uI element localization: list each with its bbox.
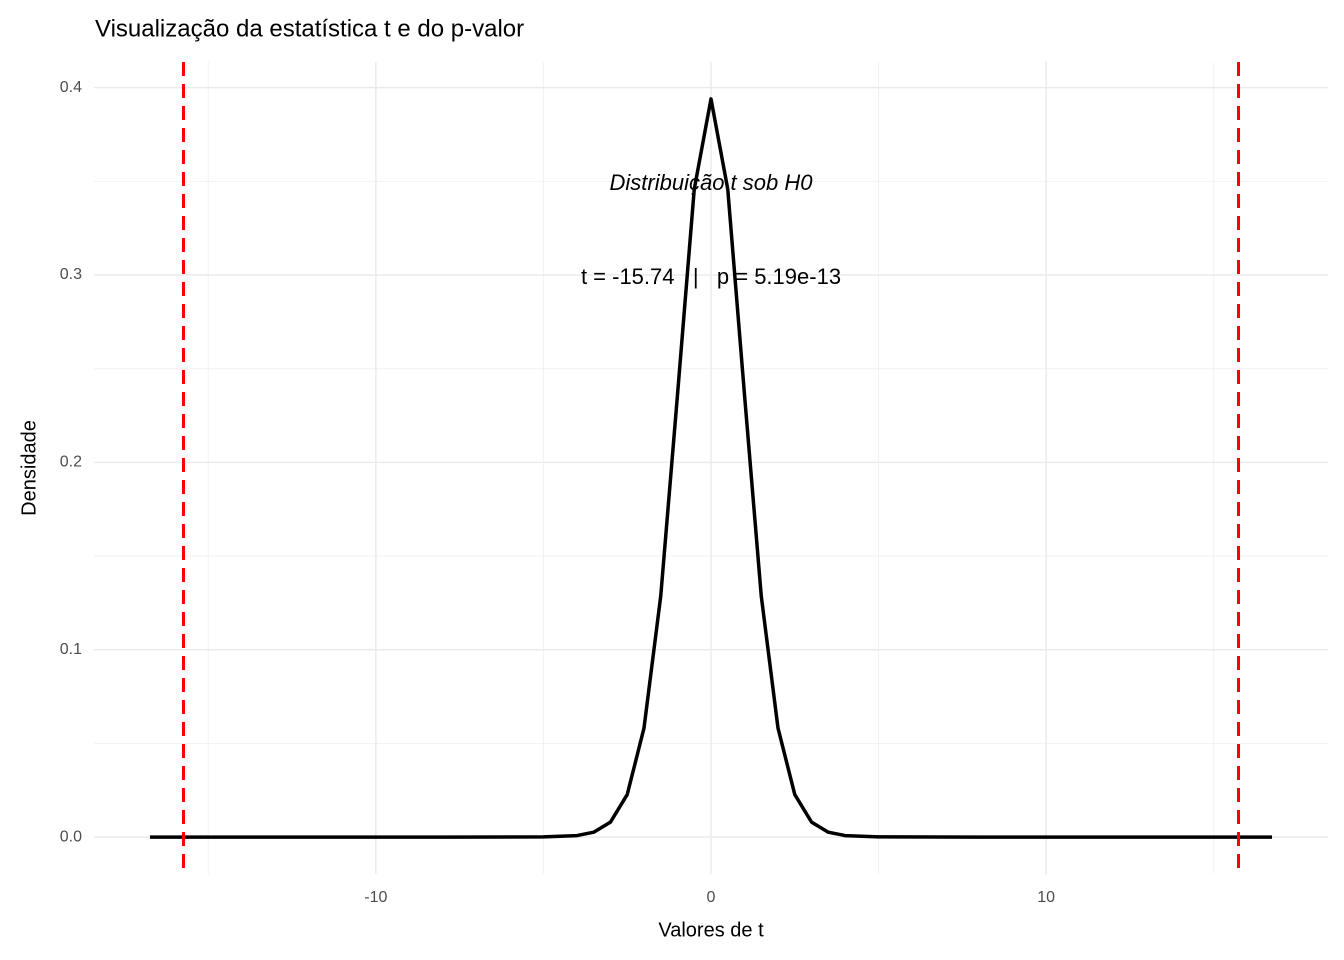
- y-tick-label: 0.2: [60, 454, 82, 471]
- x-axis-title: Valores de t: [658, 919, 764, 941]
- y-tick-label: 0.3: [60, 266, 82, 283]
- y-tick-label: 0.0: [60, 828, 82, 845]
- y-axis-title: Densidade: [18, 420, 40, 516]
- plot: [149, 62, 1273, 874]
- density-curve: [149, 97, 1273, 839]
- y-tick-label: 0.1: [60, 641, 82, 658]
- x-tick-label: -10: [364, 889, 387, 906]
- x-tick-label: 10: [1037, 889, 1055, 906]
- x-tick-label: 0: [707, 889, 716, 906]
- chart-title: Visualização da estatística t e do p-val…: [95, 15, 524, 42]
- annotation: t = -15.74 | p = 5.19e-13: [581, 264, 841, 289]
- y-tick-label: 0.4: [60, 79, 82, 96]
- annotation: Distribuição t sob H0: [610, 170, 814, 195]
